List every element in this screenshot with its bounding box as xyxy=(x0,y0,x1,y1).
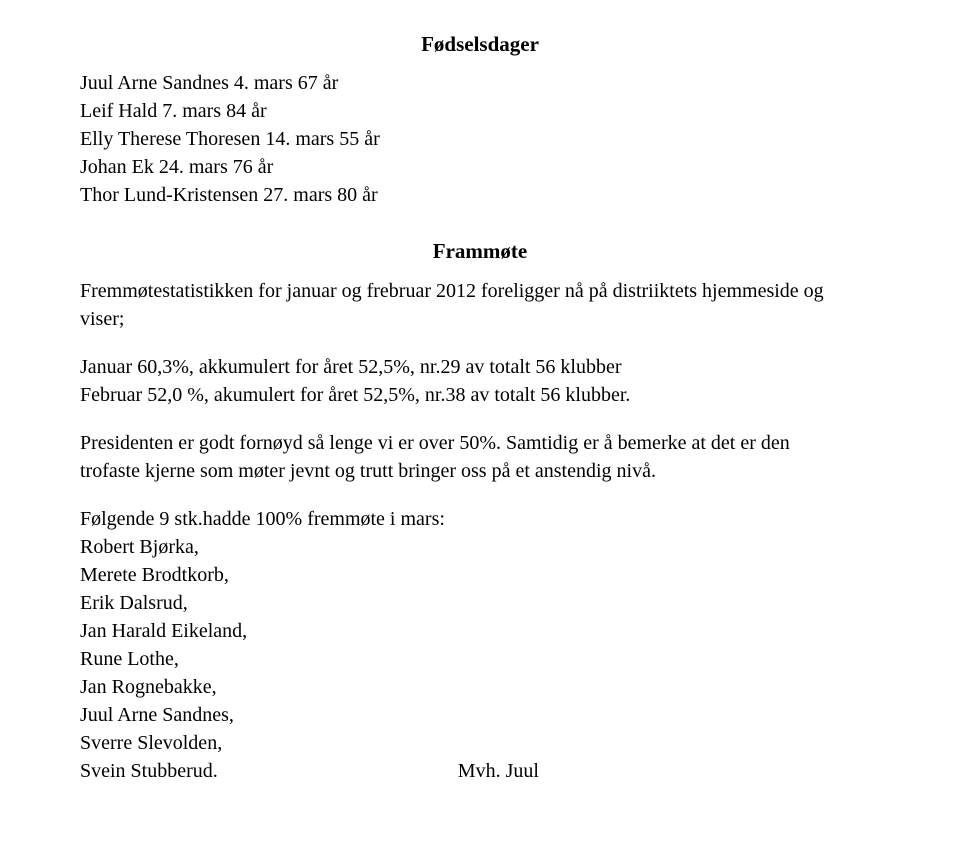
birthday-line: Johan Ek 24. mars 76 år xyxy=(80,153,880,181)
full-attendance-block: Følgende 9 stk.hadde 100% fremmøte i mar… xyxy=(80,505,880,785)
attendance-stats: Januar 60,3%, akkumulert for året 52,5%,… xyxy=(80,353,880,409)
text-line: Februar 52,0 %, akumulert for året 52,5%… xyxy=(80,381,880,409)
birthday-list: Juul Arne Sandnes 4. mars 67 år Leif Hal… xyxy=(80,69,880,209)
text-line: viser; xyxy=(80,305,880,333)
name-line: Rune Lothe, xyxy=(80,645,880,673)
text-line: Januar 60,3%, akkumulert for året 52,5%,… xyxy=(80,353,880,381)
birthday-line: Elly Therese Thoresen 14. mars 55 år xyxy=(80,125,880,153)
name-line: Juul Arne Sandnes, xyxy=(80,701,880,729)
signoff: Mvh. Juul xyxy=(218,757,539,785)
text-line: Presidenten er godt fornøyd så lenge vi … xyxy=(80,429,880,457)
birthday-line: Leif Hald 7. mars 84 år xyxy=(80,97,880,125)
president-comment: Presidenten er godt fornøyd så lenge vi … xyxy=(80,429,880,485)
name-line: Robert Bjørka, xyxy=(80,533,880,561)
birthday-line: Thor Lund-Kristensen 27. mars 80 år xyxy=(80,181,880,209)
name-line: Sverre Slevolden, xyxy=(80,729,880,757)
heading-attendance: Frammøte xyxy=(80,237,880,266)
last-line-row: Svein Stubberud. Mvh. Juul xyxy=(80,757,880,785)
name-line: Merete Brodtkorb, xyxy=(80,561,880,589)
heading-birthdays: Fødselsdager xyxy=(80,30,880,59)
text-line: Fremmøtestatistikken for januar og frebr… xyxy=(80,277,880,305)
birthday-line: Juul Arne Sandnes 4. mars 67 år xyxy=(80,69,880,97)
name-line: Jan Harald Eikeland, xyxy=(80,617,880,645)
name-line: Erik Dalsrud, xyxy=(80,589,880,617)
text-line: Følgende 9 stk.hadde 100% fremmøte i mar… xyxy=(80,505,880,533)
attendance-intro: Fremmøtestatistikken for januar og frebr… xyxy=(80,277,880,333)
text-line: trofaste kjerne som møter jevnt og trutt… xyxy=(80,457,880,485)
name-line: Jan Rognebakke, xyxy=(80,673,880,701)
name-line: Svein Stubberud. xyxy=(80,757,218,785)
